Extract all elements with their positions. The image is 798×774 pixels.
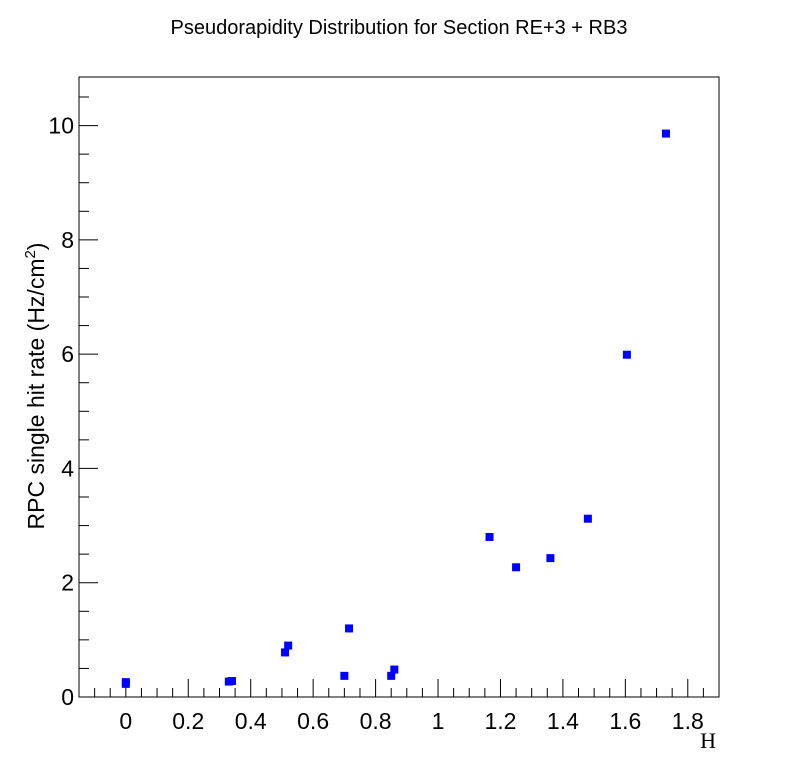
y-axis: 0 2 4 6 8 10: [48, 96, 98, 710]
x-tick-label: 1.2: [484, 708, 516, 734]
data-point: [227, 677, 236, 685]
data-point: [345, 624, 354, 633]
x-axis: 0 0.2 0.4 0.6 0.8 1 1.2 1.4 1.6 1.8: [78, 679, 720, 734]
data-markers: [121, 129, 670, 688]
y-tick-label: 6: [61, 341, 74, 367]
x-tick-label: 0: [119, 708, 132, 734]
data-point: [284, 641, 293, 650]
data-point: [546, 554, 555, 563]
x-tick-label: 1.8: [672, 708, 704, 734]
y-axis-label-main: RPC single hit rate (Hz/cm: [23, 259, 49, 530]
x-tick-label: 1: [432, 708, 445, 734]
y-tick-label: 2: [61, 570, 74, 596]
x-axis-label: H: [700, 728, 716, 753]
y-tick-label: 4: [61, 455, 74, 481]
x-tick-label: 0.6: [297, 708, 329, 734]
data-point: [281, 648, 290, 657]
x-tick-label: 0.4: [235, 708, 267, 734]
plot-frame: [78, 76, 720, 698]
y-tick-label: 0: [61, 684, 74, 710]
y-axis-label-superscript: 2: [22, 250, 39, 258]
data-point: [512, 563, 521, 572]
y-tick-label: 10: [48, 113, 74, 139]
y-tick-label: 8: [61, 227, 74, 253]
x-tick-label: 1.6: [609, 708, 641, 734]
data-point: [485, 533, 494, 541]
x-tick-label: 0.8: [360, 708, 392, 734]
data-point: [622, 350, 631, 359]
data-point: [583, 514, 592, 523]
data-point: [661, 129, 670, 138]
x-tick-label: 0.2: [172, 708, 204, 734]
data-point: [390, 665, 399, 674]
y-axis-label: RPC single hit rate (Hz/cm2): [22, 243, 49, 530]
data-point: [121, 679, 130, 688]
x-tick-label: 1.4: [547, 708, 579, 734]
y-axis-label-tail: ): [23, 243, 49, 251]
data-point: [387, 671, 396, 680]
data-point: [340, 671, 349, 680]
chart-title: Pseudorapidity Distribution for Section …: [171, 17, 628, 39]
